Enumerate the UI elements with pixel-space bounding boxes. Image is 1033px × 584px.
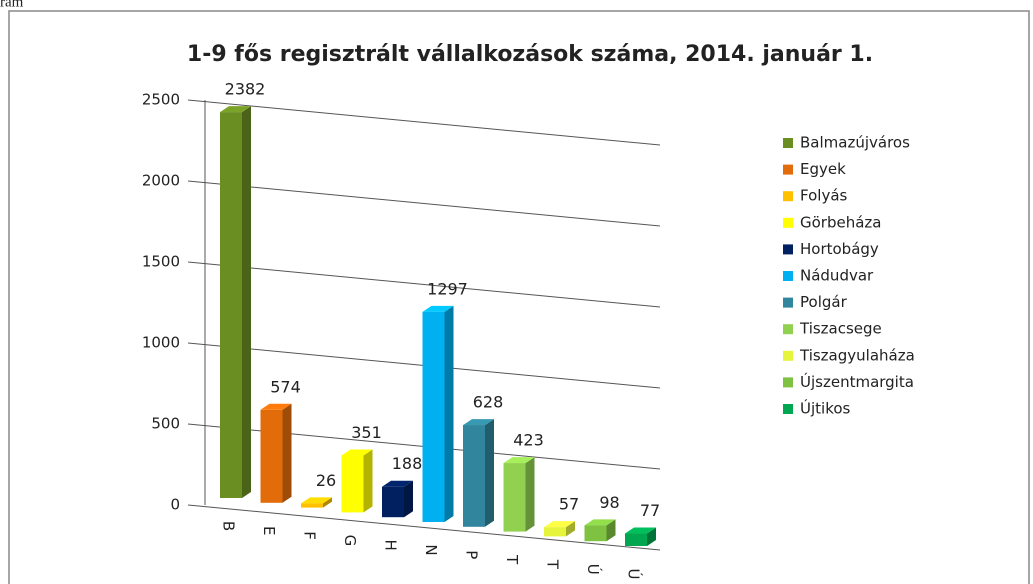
y-tick-label: 0 [170, 496, 180, 514]
bar-top [544, 521, 575, 528]
bar-top [260, 403, 292, 410]
y-tick-label: 2000 [142, 172, 180, 190]
legend-swatch [783, 164, 793, 175]
bar-top [220, 106, 251, 113]
bar [584, 525, 607, 542]
bar-top [301, 497, 332, 504]
grid-line [187, 261, 661, 308]
legend-swatch [783, 271, 793, 281]
bar-top [625, 527, 656, 534]
bar-side [566, 521, 575, 537]
bar-side [647, 527, 656, 546]
x-tick-label: Ú [584, 564, 603, 575]
legend-label: Újtikos [800, 399, 851, 418]
bar [422, 311, 445, 522]
legend-swatch [783, 297, 793, 308]
legend-label: Folyás [800, 187, 848, 205]
bar [503, 463, 526, 532]
legend-swatch [783, 404, 793, 414]
x-tick-label: Ú [625, 569, 644, 580]
legend-swatch [783, 244, 793, 255]
bar [625, 533, 647, 546]
y-tick-label: 2500 [142, 91, 180, 109]
grid-line [187, 504, 661, 551]
legend-label: Nádudvar [800, 267, 874, 285]
value-label: 1297 [427, 279, 468, 298]
bar [341, 455, 364, 513]
legend-swatch [783, 217, 793, 228]
chart-title: 1-9 fős regisztrált vállalkozások száma,… [187, 42, 873, 67]
bar-top [422, 305, 454, 312]
y-tick-label: 1000 [142, 334, 180, 352]
x-tick-label: T [544, 559, 562, 570]
x-tick-label: H [382, 540, 400, 551]
bar-top [382, 480, 413, 487]
legend-swatch [783, 324, 793, 335]
bar-side [404, 480, 413, 518]
bar [301, 503, 323, 508]
bar-top [503, 457, 535, 464]
value-label: 77 [640, 501, 660, 520]
x-tick-label: B [220, 521, 238, 531]
value-label: 26 [316, 471, 336, 490]
grid-line [187, 180, 661, 227]
value-label: 2382 [225, 80, 266, 99]
legend-label: Görbeháza [800, 213, 881, 231]
value-label: 188 [392, 454, 423, 473]
bar [463, 425, 485, 527]
legend-label: Hortobágy [800, 240, 879, 258]
legend-label: Tiszacsege [799, 320, 882, 338]
x-tick-label: P [463, 550, 481, 559]
bar [220, 112, 242, 498]
bar-side [282, 403, 292, 503]
caption: ram [0, 0, 24, 10]
bar-top [341, 449, 373, 456]
bar-side [242, 106, 251, 498]
legend-swatch [783, 138, 793, 148]
legend-label: Balmazújváros [800, 134, 910, 152]
x-tick-label: N [422, 544, 440, 555]
bar-side [606, 519, 616, 542]
value-label: 574 [270, 377, 301, 396]
bar-side [444, 305, 454, 522]
legend-label: Újszentmargita [800, 372, 914, 391]
value-label: 351 [351, 423, 382, 442]
bar-side [485, 419, 494, 527]
bar-side [323, 497, 332, 508]
grid-line [187, 99, 661, 146]
bar-top [463, 419, 494, 426]
bar-side [525, 457, 535, 532]
legend-label: Tiszagyulaháza [799, 346, 915, 364]
value-label: 423 [513, 431, 544, 450]
value-label: 628 [473, 393, 504, 412]
legend-swatch [783, 377, 793, 388]
x-tick-label: G [341, 535, 359, 547]
legend-swatch [783, 191, 793, 202]
value-label: 98 [599, 493, 619, 512]
x-tick-label: F [301, 531, 319, 540]
bar [260, 409, 283, 503]
legend-label: Polgár [800, 293, 848, 311]
y-tick-label: 1500 [142, 253, 180, 271]
bar [544, 527, 566, 537]
y-tick-label: 500 [151, 415, 180, 433]
bar [382, 486, 404, 518]
legend-label: Egyek [800, 160, 846, 178]
x-tick-label: E [260, 526, 278, 535]
bar-top [584, 519, 616, 526]
bar-side [363, 449, 373, 513]
x-tick-label: T [503, 554, 521, 565]
legend-swatch [783, 350, 793, 361]
value-label: 57 [559, 495, 579, 514]
